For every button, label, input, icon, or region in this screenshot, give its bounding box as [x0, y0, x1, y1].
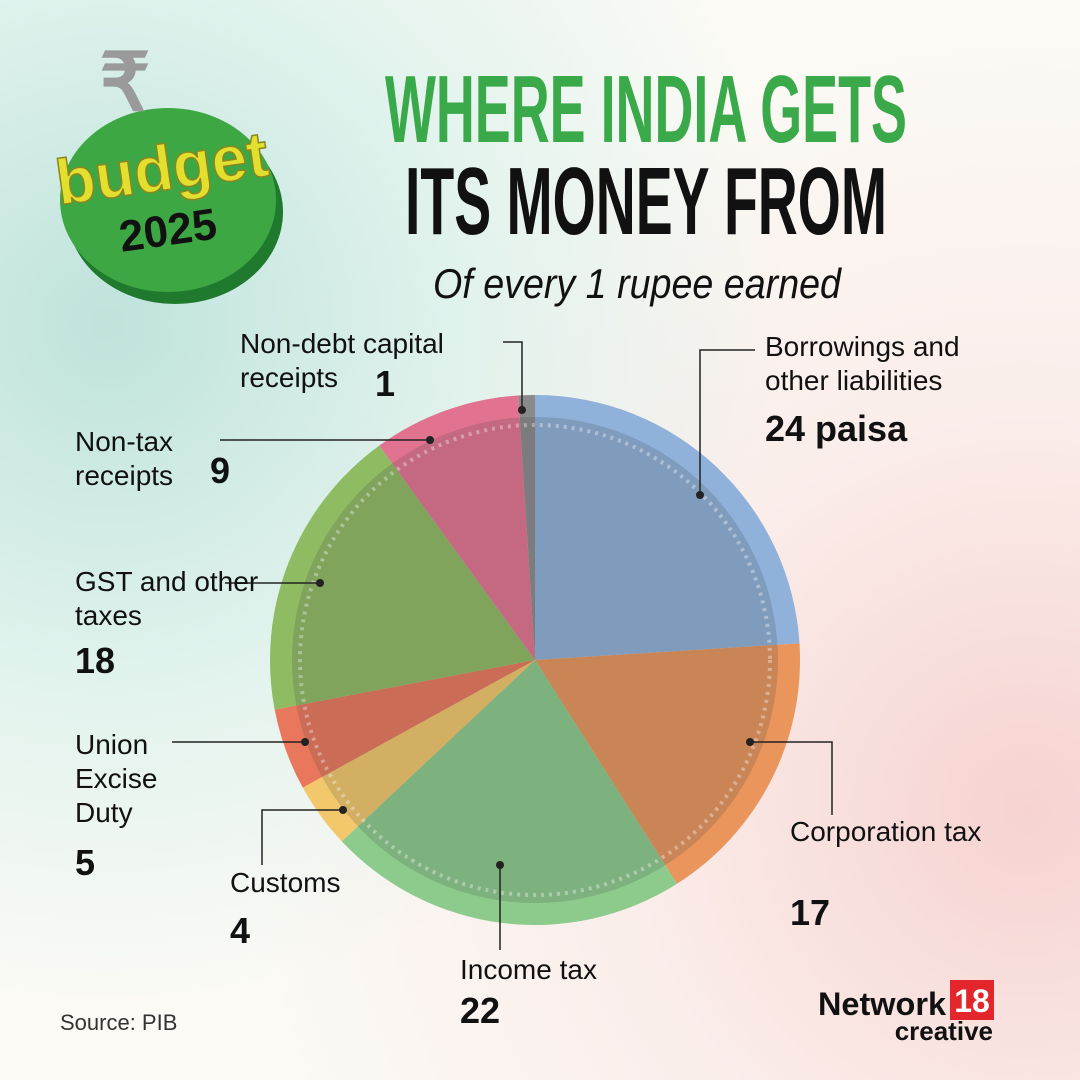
leader-dot [746, 738, 754, 746]
slice [302, 660, 535, 842]
subtitle: Of every 1 rupee earned [433, 260, 842, 307]
value-label: 4 [230, 910, 251, 951]
brand-badge [950, 980, 994, 1020]
slice-label: Corporation tax [790, 816, 982, 847]
slice-label: Non-debt capital receipts [240, 328, 444, 393]
slice-label: Borrowings and other liabilities [765, 331, 960, 396]
value-label: 24 paisa [765, 408, 908, 449]
leader-line [750, 741, 833, 815]
leader-line [503, 341, 523, 410]
slice [518, 395, 535, 660]
slice [379, 395, 535, 660]
value-label: 22 [460, 990, 501, 1031]
brand-tagline: creative [895, 1016, 993, 1046]
slice [274, 660, 535, 788]
slice [270, 445, 535, 710]
value-label: 5 [75, 842, 96, 883]
source: Source: PIB [60, 1010, 177, 1035]
leader-line [699, 349, 755, 495]
logo-symbol: ₹ [100, 38, 151, 127]
logo-disc [60, 108, 276, 292]
logo: ₹ budget 2025 [51, 38, 283, 304]
coin-rim [298, 423, 772, 897]
leader-dot [339, 806, 347, 814]
brand-number: 18 [954, 983, 990, 1019]
slice-label: Union Excise Duty [75, 729, 158, 828]
value-label: 9 [210, 450, 231, 491]
coin-face [292, 417, 778, 903]
slice-label: Income tax [460, 954, 597, 985]
leader-dot [518, 406, 526, 414]
leader-dot [696, 491, 704, 499]
title-line: WHERE INDIA GETS [385, 56, 907, 163]
value-label: 18 [75, 640, 116, 681]
brand-name: Network [818, 986, 946, 1022]
slice-label: GST and other taxes [75, 566, 259, 631]
slice-label: Non-tax receipts [75, 426, 174, 491]
leader-dot [301, 738, 309, 746]
leader-dot [316, 579, 324, 587]
value-label: 1 [375, 363, 396, 404]
value-label: 17 [790, 892, 831, 933]
leader-line [261, 809, 343, 865]
leader-dot [426, 436, 434, 444]
slice [341, 660, 677, 925]
title-line: ITS MONEY FROM [405, 148, 887, 255]
leader-dot [496, 861, 504, 869]
slice [535, 395, 800, 660]
slice [535, 643, 800, 884]
slice-label: Customs [230, 867, 341, 898]
pie [270, 395, 800, 925]
